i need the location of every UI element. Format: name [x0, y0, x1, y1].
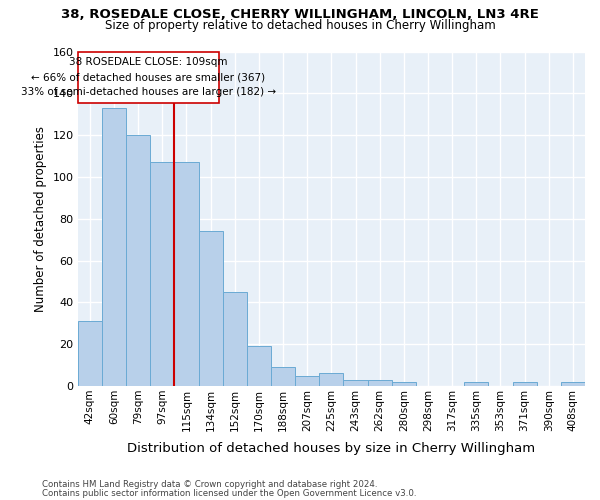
- Bar: [368, 380, 392, 386]
- Bar: [464, 382, 488, 386]
- Bar: [247, 346, 271, 386]
- Bar: [295, 376, 319, 386]
- Bar: [78, 321, 102, 386]
- X-axis label: Distribution of detached houses by size in Cherry Willingham: Distribution of detached houses by size …: [127, 442, 535, 455]
- Bar: [561, 382, 585, 386]
- Bar: [271, 367, 295, 386]
- Bar: [343, 380, 368, 386]
- Bar: [319, 374, 343, 386]
- Bar: [175, 162, 199, 386]
- Bar: [512, 382, 536, 386]
- Bar: [392, 382, 416, 386]
- Text: 38, ROSEDALE CLOSE, CHERRY WILLINGHAM, LINCOLN, LN3 4RE: 38, ROSEDALE CLOSE, CHERRY WILLINGHAM, L…: [61, 8, 539, 20]
- Bar: [223, 292, 247, 386]
- Text: 38 ROSEDALE CLOSE: 109sqm
← 66% of detached houses are smaller (367)
33% of semi: 38 ROSEDALE CLOSE: 109sqm ← 66% of detac…: [21, 58, 276, 97]
- FancyBboxPatch shape: [78, 52, 219, 102]
- Bar: [199, 232, 223, 386]
- Text: Contains HM Land Registry data © Crown copyright and database right 2024.: Contains HM Land Registry data © Crown c…: [42, 480, 377, 489]
- Bar: [102, 108, 126, 386]
- Y-axis label: Number of detached properties: Number of detached properties: [34, 126, 47, 312]
- Bar: [150, 162, 175, 386]
- Text: Size of property relative to detached houses in Cherry Willingham: Size of property relative to detached ho…: [104, 18, 496, 32]
- Bar: [126, 135, 150, 386]
- Text: Contains public sector information licensed under the Open Government Licence v3: Contains public sector information licen…: [42, 488, 416, 498]
